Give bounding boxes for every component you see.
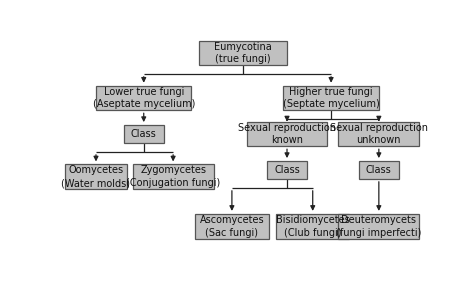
Text: Oomycetes
(Water molds): Oomycetes (Water molds) — [62, 165, 130, 188]
Text: Class: Class — [274, 165, 300, 175]
FancyBboxPatch shape — [283, 86, 379, 110]
Text: Bisidiomycetes
(Club fungi): Bisidiomycetes (Club fungi) — [276, 215, 350, 238]
FancyBboxPatch shape — [359, 161, 399, 179]
Text: Sexual reproduction
known: Sexual reproduction known — [238, 123, 336, 145]
FancyBboxPatch shape — [338, 121, 419, 146]
Text: Class: Class — [366, 165, 392, 175]
Text: Sexual reproduction
unknown: Sexual reproduction unknown — [330, 123, 428, 145]
FancyBboxPatch shape — [246, 121, 328, 146]
FancyBboxPatch shape — [338, 214, 419, 239]
FancyBboxPatch shape — [133, 164, 213, 189]
FancyBboxPatch shape — [199, 41, 287, 65]
FancyBboxPatch shape — [96, 86, 191, 110]
FancyBboxPatch shape — [267, 161, 307, 179]
Text: Class: Class — [131, 129, 156, 139]
Text: Lower true fungi
(Aseptate mycelium): Lower true fungi (Aseptate mycelium) — [92, 87, 195, 110]
Text: Ascomycetes
(Sac fungi): Ascomycetes (Sac fungi) — [200, 215, 264, 238]
FancyBboxPatch shape — [124, 125, 164, 143]
Text: Zygomycetes
(Conjugation fungi): Zygomycetes (Conjugation fungi) — [126, 165, 220, 188]
Text: Higher true fungi
(Septate mycelium): Higher true fungi (Septate mycelium) — [283, 87, 380, 110]
Text: Eumycotina
(true fungi): Eumycotina (true fungi) — [214, 42, 272, 65]
FancyBboxPatch shape — [276, 214, 349, 239]
FancyBboxPatch shape — [195, 214, 269, 239]
Text: Deuteromycets
(fungi imperfecti): Deuteromycets (fungi imperfecti) — [336, 215, 421, 238]
FancyBboxPatch shape — [65, 164, 127, 189]
